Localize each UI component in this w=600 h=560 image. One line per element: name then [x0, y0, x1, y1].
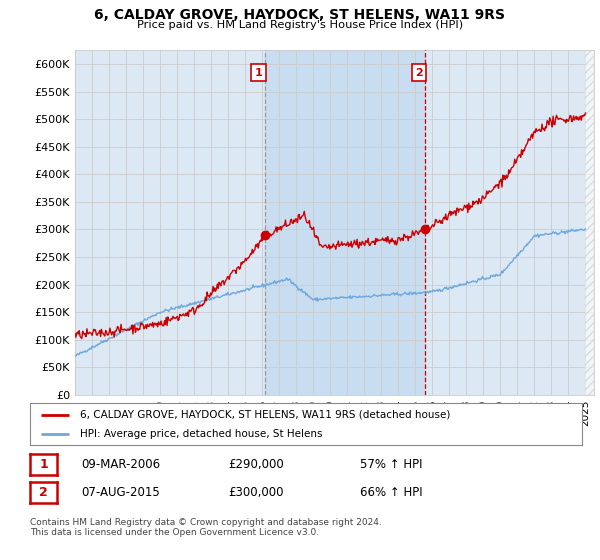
Text: £300,000: £300,000	[228, 486, 284, 500]
Text: 2: 2	[415, 68, 422, 78]
Text: 07-AUG-2015: 07-AUG-2015	[81, 486, 160, 500]
Text: 6, CALDAY GROVE, HAYDOCK, ST HELENS, WA11 9RS: 6, CALDAY GROVE, HAYDOCK, ST HELENS, WA1…	[95, 8, 505, 22]
Text: Price paid vs. HM Land Registry's House Price Index (HPI): Price paid vs. HM Land Registry's House …	[137, 20, 463, 30]
Text: 2: 2	[39, 486, 48, 500]
Text: £290,000: £290,000	[228, 458, 284, 472]
Text: 1: 1	[255, 68, 263, 78]
Text: HPI: Average price, detached house, St Helens: HPI: Average price, detached house, St H…	[80, 429, 322, 439]
Text: 66% ↑ HPI: 66% ↑ HPI	[360, 486, 422, 500]
Text: 57% ↑ HPI: 57% ↑ HPI	[360, 458, 422, 472]
Bar	[586, 50, 594, 395]
Bar	[265, 50, 425, 395]
Text: 6, CALDAY GROVE, HAYDOCK, ST HELENS, WA11 9RS (detached house): 6, CALDAY GROVE, HAYDOCK, ST HELENS, WA1…	[80, 409, 450, 419]
Text: 1: 1	[39, 458, 48, 472]
Text: 09-MAR-2006: 09-MAR-2006	[81, 458, 160, 472]
Text: Contains HM Land Registry data © Crown copyright and database right 2024.
This d: Contains HM Land Registry data © Crown c…	[30, 518, 382, 538]
